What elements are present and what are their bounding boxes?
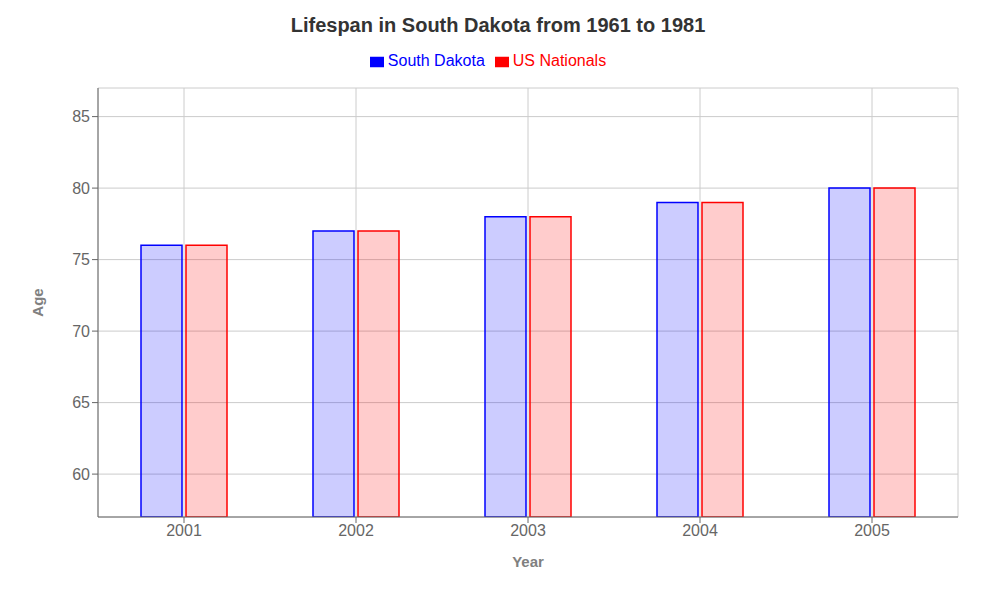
svg-text:60: 60	[72, 466, 90, 483]
html-text:US Nationals: US Nationals	[512, 52, 607, 69]
svg-text:2003: 2003	[510, 522, 546, 539]
svg-text:Year: Year	[512, 553, 544, 570]
svg-text:2005: 2005	[854, 522, 890, 539]
svg-text:65: 65	[72, 394, 90, 411]
html-text:South Dakota: South Dakota	[387, 52, 485, 69]
svg-text:80: 80	[72, 180, 90, 197]
svg-text:70: 70	[72, 323, 90, 340]
svg-text:2001: 2001	[166, 522, 202, 539]
svg-text:Age: Age	[29, 288, 46, 316]
svg-text:2002: 2002	[338, 522, 374, 539]
svg-text:75: 75	[72, 251, 90, 268]
svg-text:85: 85	[72, 108, 90, 125]
html-text:Lifespan in South Dakota from: Lifespan in South Dakota from 1961 to 19…	[290, 14, 706, 36]
svg-text:2004: 2004	[682, 522, 718, 539]
